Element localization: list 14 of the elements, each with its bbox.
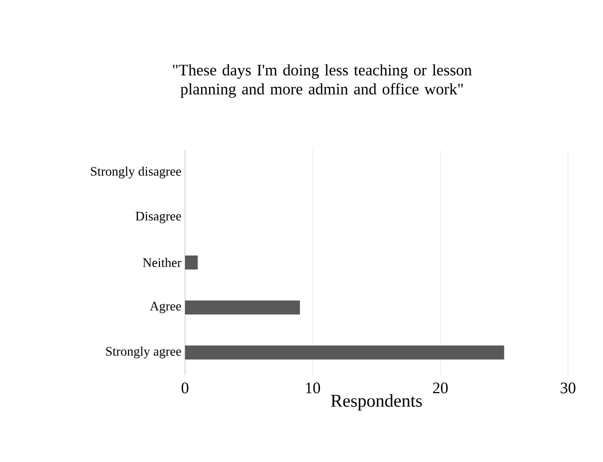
y-tick-label: Strongly disagree [90, 166, 182, 178]
bar [185, 345, 504, 360]
x-tick-label: 30 [560, 382, 576, 394]
chart-title: "These days I'm doing less teaching or lesson planning and more admin and office work" [172, 64, 472, 98]
bar [185, 255, 198, 270]
y-tick-label: Disagree [136, 212, 182, 224]
y-tick-label: Neither [142, 258, 182, 268]
bar [185, 300, 300, 314]
y-tick-label: Strongly agree [106, 346, 182, 358]
x-tick-label: 0 [182, 382, 188, 394]
y-tick-label: Agree [150, 302, 182, 314]
x-tick-label: 10 [306, 382, 320, 394]
x-tick-label: 20 [433, 382, 448, 394]
x-axis-title: Respondents [331, 394, 422, 410]
